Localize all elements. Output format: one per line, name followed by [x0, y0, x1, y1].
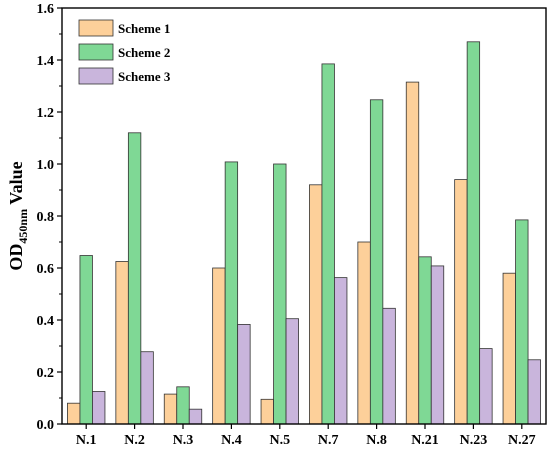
legend-label-scheme-3: Scheme 3	[118, 69, 171, 84]
legend-swatch-scheme-3	[78, 67, 114, 85]
bar-scheme-1-n8	[357, 241, 371, 425]
x-tick-label: N.7	[318, 433, 339, 448]
y-axis-label-suffix: Value	[6, 161, 26, 209]
bar-scheme-3-n1	[92, 391, 106, 425]
bar-group	[67, 41, 541, 425]
bar-scheme-3-n4	[237, 324, 251, 425]
bar-scheme-1-n7	[309, 184, 323, 425]
x-tick-label: N.23	[460, 433, 488, 448]
x-tick-label: N.8	[366, 433, 387, 448]
legend: Scheme 1 Scheme 2 Scheme 3	[78, 19, 171, 85]
x-tick-label: N.3	[173, 433, 194, 448]
y-tick-label: 0.6	[37, 262, 55, 277]
y-axis-label: OD450nm Value	[6, 161, 30, 270]
bar-scheme-3-n3	[188, 408, 203, 425]
bar-scheme-3-n8	[382, 307, 396, 425]
bar-scheme-1-n21	[405, 81, 420, 425]
legend-swatch-scheme-1	[78, 19, 114, 37]
bar-scheme-3-n5	[285, 318, 299, 425]
y-tick-label: 0.2	[37, 366, 55, 381]
bar-scheme-2-n2	[127, 132, 142, 425]
bar-scheme-2-n27	[515, 219, 529, 425]
y-axis-label-main: OD	[6, 244, 26, 271]
bar-scheme-1-n3	[163, 393, 178, 425]
bar-scheme-2-n21	[418, 256, 432, 425]
x-tick-label: N.21	[411, 433, 439, 448]
y-tick-label: 1.6	[37, 2, 55, 17]
legend-label-scheme-1: Scheme 1	[118, 21, 170, 36]
y-tick-label: 0.0	[37, 418, 55, 433]
x-tick-label: N.5	[269, 433, 290, 448]
bar-scheme-2-n7	[321, 63, 335, 425]
legend-label-scheme-2: Scheme 2	[118, 45, 170, 60]
x-tick-label: N.27	[508, 433, 536, 448]
y-tick-label: 1.0	[37, 158, 55, 173]
bar-scheme-3-n21	[430, 265, 445, 425]
bar-scheme-1-n5	[260, 398, 274, 425]
x-tick-label: N.4	[221, 433, 242, 448]
bar-scheme-2-n1	[79, 255, 93, 425]
bar-scheme-1-n1	[67, 402, 81, 425]
bar-scheme-3-n2	[140, 351, 154, 425]
y-axis: 0.0 0.2 0.4 0.6 0.8 1.0 1.2 1.4 1.6	[37, 2, 62, 433]
bar-scheme-2-n4	[224, 161, 239, 425]
bar-scheme-2-n3	[176, 386, 190, 425]
y-tick-label: 1.4	[37, 54, 55, 69]
y-tick-label: 0.4	[37, 314, 55, 329]
bar-scheme-3-n7	[334, 277, 348, 425]
x-tick-label: N.2	[124, 433, 145, 448]
bar-scheme-1-n27	[502, 272, 516, 425]
bar-scheme-1-n4	[212, 267, 226, 425]
y-tick-label: 0.8	[37, 210, 55, 225]
y-tick-label: 1.2	[37, 106, 55, 121]
bar-scheme-2-n8	[369, 99, 384, 425]
bar-scheme-3-n23	[479, 348, 493, 425]
x-axis: N.1 N.2 N.3 N.4 N.5 N.7 N.8 N.21 N.23 N.27	[76, 424, 536, 448]
y-axis-label-subscript: 450nm	[16, 209, 30, 244]
bar-scheme-3-n27	[527, 359, 541, 425]
bar-scheme-1-n2	[115, 261, 129, 425]
bar-scheme-2-n23	[466, 41, 481, 425]
bar-scheme-1-n23	[454, 179, 468, 425]
legend-swatch-scheme-2	[78, 43, 114, 61]
bar-scheme-2-n5	[273, 163, 287, 425]
x-tick-label: N.1	[76, 433, 97, 448]
